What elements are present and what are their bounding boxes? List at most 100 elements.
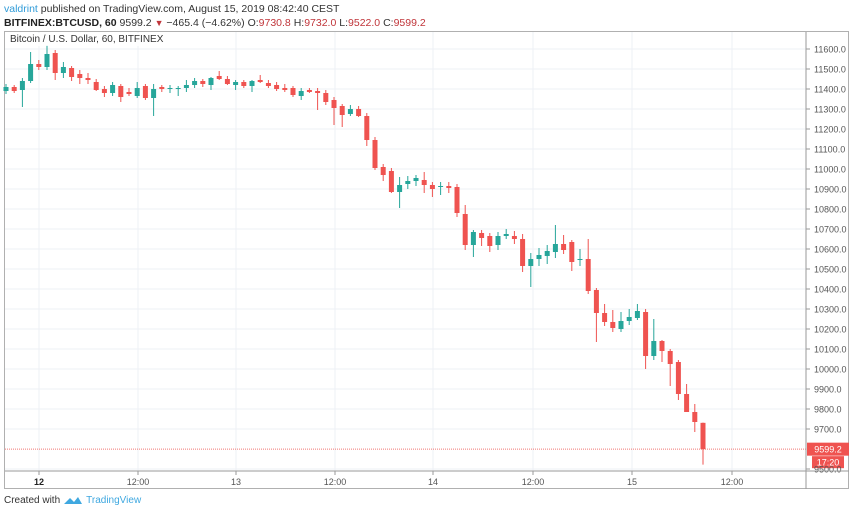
candle	[487, 236, 493, 246]
candle	[208, 78, 214, 85]
price-tick-label: 11600.0	[814, 45, 846, 55]
candle	[110, 85, 116, 93]
candle	[429, 185, 435, 189]
last-price-badge	[807, 442, 849, 456]
author-link[interactable]: valdrint	[4, 3, 38, 15]
symbol-label: BITFINEX:BTCUSD, 60	[4, 17, 117, 29]
price-tick-label: 11500.0	[814, 65, 846, 75]
low-label: L:	[339, 17, 349, 29]
price-tick-label: 9900.0	[814, 385, 842, 395]
candle	[470, 232, 476, 245]
candle	[19, 81, 25, 90]
candle	[52, 53, 58, 73]
symbol-info: BITFINEX:BTCUSD, 60 9599.2 ▼ −465.4 (−4.…	[4, 17, 426, 29]
candle	[684, 394, 690, 412]
candle	[44, 54, 50, 67]
candle	[528, 259, 534, 266]
candle	[118, 86, 124, 97]
candle	[167, 88, 173, 89]
price-tick-label: 10500.0	[814, 265, 847, 275]
time-tick-label: 15	[627, 477, 637, 487]
price-tick-label: 11200.0	[814, 125, 846, 135]
candle	[11, 87, 17, 91]
time-tick-label: 12:00	[721, 477, 744, 487]
candle	[175, 88, 181, 89]
candle	[315, 91, 321, 93]
high-value: 9732.0	[304, 17, 337, 29]
price-tick-label: 10700.0	[814, 225, 847, 235]
candle	[159, 87, 165, 89]
price-axis[interactable]: 11600.0 11500.0 11400.0 11300.0 11200.0 11100…	[805, 32, 847, 489]
candle	[233, 82, 239, 85]
candle	[216, 76, 222, 79]
candle	[134, 88, 140, 96]
candle	[454, 187, 460, 213]
candle	[372, 140, 378, 168]
last-price-badge-text: 9599.2	[814, 445, 842, 455]
open-label: O:	[247, 17, 259, 29]
price-tick-label: 10100.0	[814, 345, 847, 355]
candle	[290, 88, 296, 95]
candle	[151, 89, 157, 98]
price-tick-label: 9500.0	[814, 465, 842, 475]
candle	[241, 82, 247, 86]
candle	[520, 239, 526, 266]
published-text: published on TradingView.com, August 15,…	[37, 3, 340, 15]
time-tick-label: 14	[428, 477, 438, 487]
candle	[651, 341, 657, 356]
price-tick-label: 10200.0	[814, 325, 847, 335]
candle	[126, 92, 132, 94]
price-tick-label: 10900.0	[814, 185, 847, 195]
candle	[298, 91, 304, 96]
candle	[700, 422, 706, 450]
candle	[28, 64, 34, 81]
candle	[257, 80, 263, 82]
candle	[77, 74, 83, 78]
price-tick-label: 11100.0	[814, 145, 845, 155]
candle	[265, 83, 271, 86]
time-tick-label: 12:00	[522, 477, 545, 487]
candle	[397, 185, 403, 192]
close-value: 9599.2	[393, 17, 426, 29]
time-tick-label: 12:00	[324, 477, 347, 487]
low-value: 9522.0	[348, 17, 381, 29]
tradingview-brand-link[interactable]: TradingView	[86, 495, 142, 506]
candle	[405, 181, 411, 184]
candle	[380, 167, 386, 175]
price-tick-label: 10400.0	[814, 285, 847, 295]
candle	[667, 351, 673, 364]
time-tick-label: 12	[34, 477, 44, 487]
candle	[192, 81, 198, 85]
price-change: −465.4 (−4.62%)	[166, 17, 245, 29]
last-price: 9599.2	[119, 17, 152, 29]
time-tick-label: 13	[231, 477, 241, 487]
candle	[93, 82, 99, 90]
candle	[659, 341, 665, 351]
candle	[3, 87, 9, 91]
candle	[249, 81, 255, 86]
candle	[552, 244, 558, 252]
candle	[511, 236, 517, 239]
candle	[69, 68, 75, 77]
time-axis[interactable]: 12 12:00 13 12:00 14 12:00 15 12:00	[5, 470, 849, 487]
tradingview-logo-icon	[64, 497, 83, 504]
candle	[331, 100, 337, 108]
candle	[503, 234, 509, 236]
candle	[692, 412, 698, 422]
candle	[626, 317, 632, 321]
candle	[85, 78, 91, 80]
footer: Created with TradingView	[4, 495, 141, 506]
candle	[421, 180, 427, 185]
chart-frame	[4, 31, 849, 489]
close-label: C:	[383, 17, 394, 29]
candle	[544, 251, 550, 256]
candle	[339, 106, 345, 115]
chart-legend-title: Bitcoin / U.S. Dollar, 60, BITFINEX	[10, 33, 164, 46]
candle	[602, 313, 608, 322]
candle	[224, 79, 230, 84]
candle	[200, 81, 206, 84]
candle	[388, 171, 394, 192]
price-tick-label: 11400.0	[814, 85, 846, 95]
candle	[536, 255, 542, 259]
